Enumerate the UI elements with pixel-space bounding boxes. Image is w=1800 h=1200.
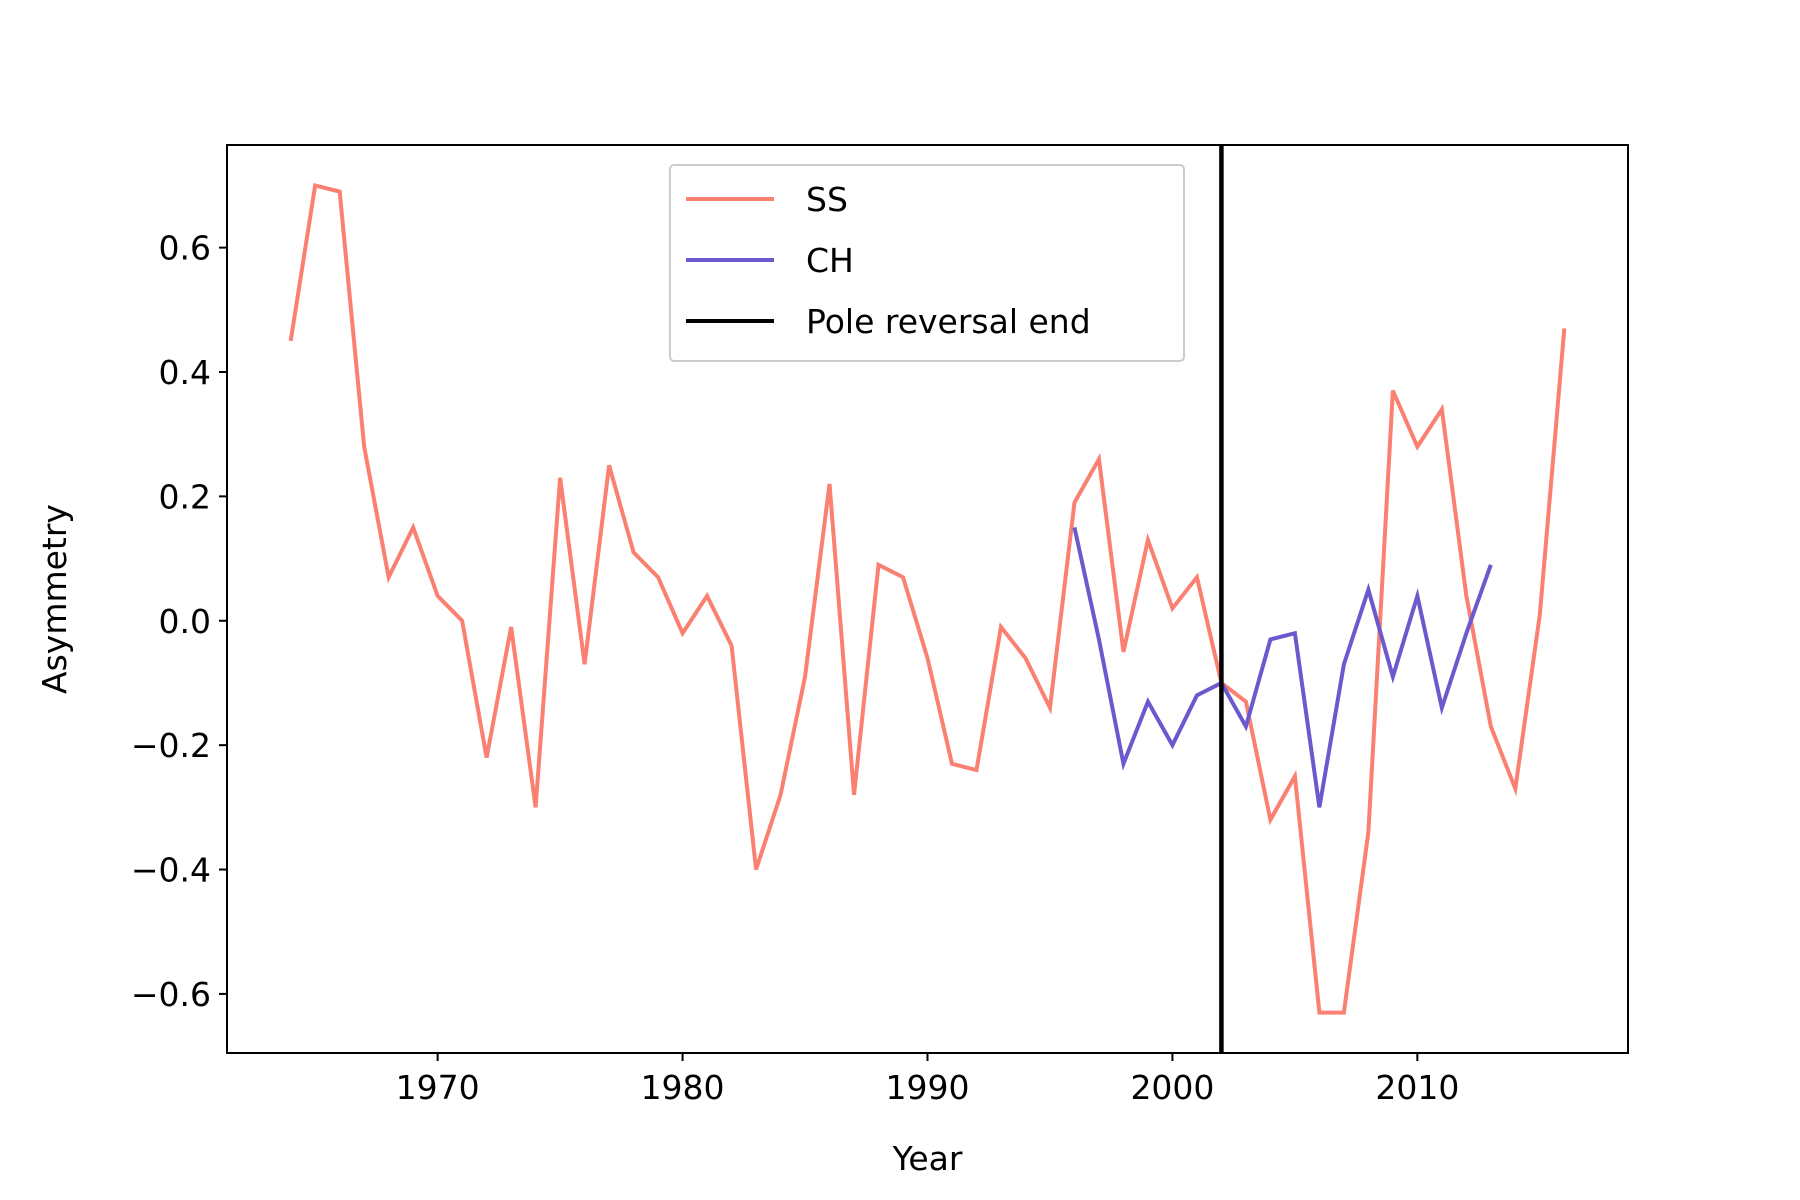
series-line-ss	[288, 182, 1567, 1015]
y-tick-label: 0.6	[159, 229, 211, 268]
legend: SS CH Pole reversal end	[669, 164, 1185, 362]
x-tick-label: 2010	[1375, 1068, 1459, 1107]
x-axis: 1970 1980 1990 2000 2010	[396, 1053, 1459, 1107]
legend-box	[669, 164, 1185, 362]
series-line-ch	[1072, 527, 1493, 808]
x-tick-label: 1970	[396, 1068, 480, 1107]
y-tick-label: 0.2	[159, 477, 211, 516]
y-tick-label: −0.2	[131, 726, 211, 765]
y-tick-label: 0.4	[159, 353, 211, 392]
x-tick-label: 1990	[886, 1068, 970, 1107]
legend-label-pole-reversal: Pole reversal end	[806, 302, 1091, 341]
y-tick-label: −0.4	[131, 851, 211, 890]
x-axis-label: Year	[892, 1139, 963, 1178]
x-tick-label: 1980	[641, 1068, 725, 1107]
plot-area	[288, 145, 1567, 1053]
y-axis: −0.6 −0.4 −0.2 0.0 0.2 0.4 0.6	[131, 229, 227, 1014]
y-tick-label: 0.0	[159, 602, 211, 641]
legend-label-ch: CH	[806, 241, 854, 280]
y-axis-label: Asymmetry	[35, 504, 74, 694]
x-tick-label: 2000	[1130, 1068, 1214, 1107]
y-tick-label: −0.6	[131, 975, 211, 1014]
legend-label-ss: SS	[806, 180, 848, 219]
